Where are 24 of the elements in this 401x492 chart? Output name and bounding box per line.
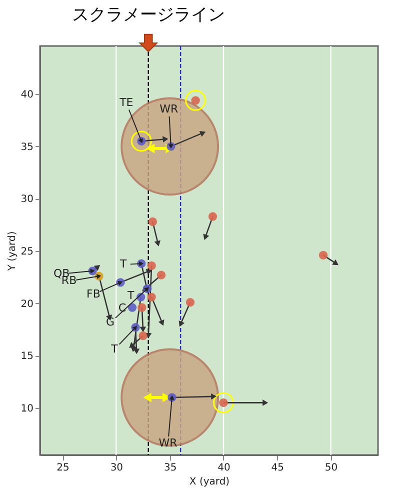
y-tick-label: 15 bbox=[20, 351, 34, 362]
ref-line-label: スクラメージライン bbox=[72, 5, 225, 25]
y-tick-label: 30 bbox=[20, 194, 34, 206]
annotation: WR bbox=[160, 102, 179, 116]
x-tick-label: 45 bbox=[271, 462, 284, 474]
annotation: T bbox=[126, 289, 134, 302]
y-tick-label: 40 bbox=[20, 90, 34, 101]
x-tick-label: 35 bbox=[164, 462, 177, 474]
y-tick-label: 35 bbox=[20, 142, 34, 153]
y-tick-label: 10 bbox=[20, 403, 34, 414]
annotation: TE bbox=[118, 96, 134, 110]
annotation: C bbox=[118, 302, 126, 315]
y-tick-label: 25 bbox=[20, 246, 34, 258]
annotation: WR bbox=[158, 436, 178, 450]
x-tick-label: 50 bbox=[324, 462, 338, 474]
y-axis-title: Y (yard) bbox=[6, 231, 18, 272]
annotation: FB bbox=[86, 287, 100, 300]
x-tick-label: 40 bbox=[218, 462, 230, 474]
x-tick-label: 30 bbox=[110, 462, 124, 474]
x-tick-label: 25 bbox=[56, 462, 70, 474]
y-tick-label: 20 bbox=[20, 298, 34, 310]
x-axis-title: X (yard) bbox=[189, 476, 230, 488]
annotation: T bbox=[119, 258, 128, 271]
annotation: T bbox=[110, 342, 118, 356]
